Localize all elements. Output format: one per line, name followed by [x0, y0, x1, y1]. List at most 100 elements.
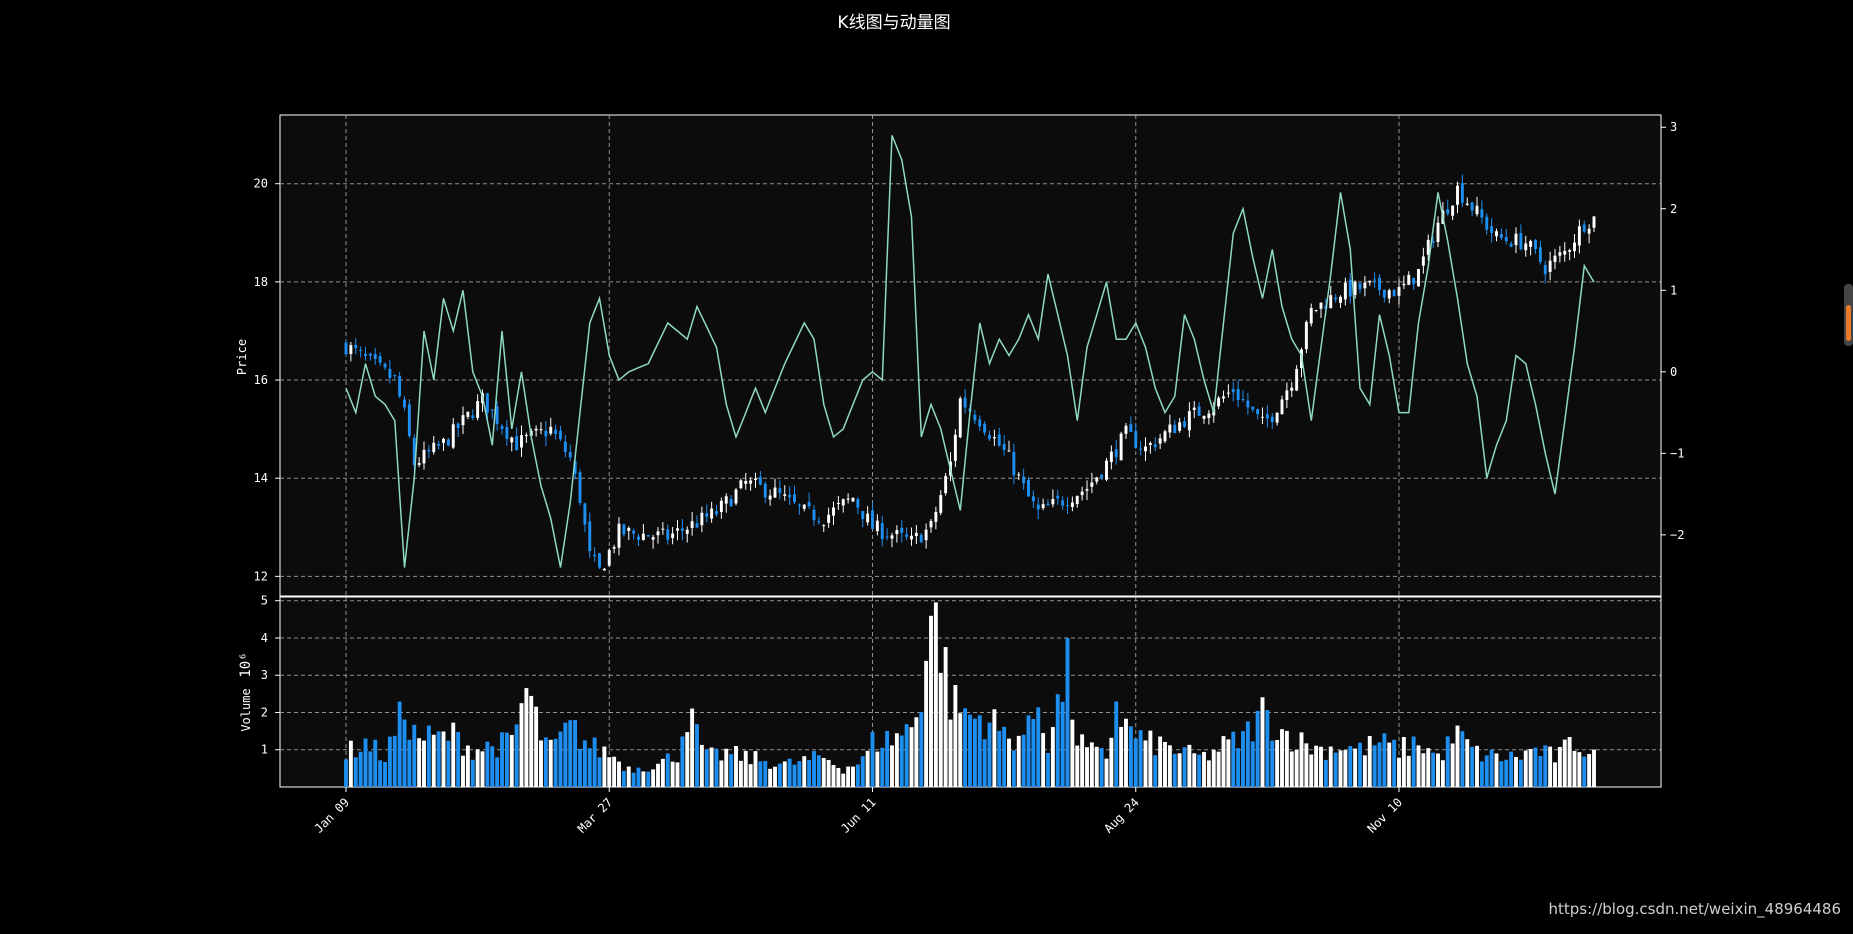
volume-bar [402, 719, 407, 787]
candle-body [778, 488, 782, 493]
grid-lines [280, 115, 1661, 787]
volume-bar [348, 740, 353, 787]
candle-body [1066, 504, 1069, 506]
candle-body [1573, 242, 1576, 252]
candle-body [827, 514, 831, 523]
volume-bar [1377, 742, 1382, 787]
candle-body [1095, 477, 1099, 482]
candle-body [1080, 491, 1084, 496]
candle-body [1577, 226, 1581, 246]
candle-body [1392, 290, 1396, 297]
volume-bar [1397, 757, 1401, 787]
volume-bar [534, 706, 539, 787]
candle-body [1295, 369, 1299, 391]
volume-bar [972, 718, 977, 787]
volume-bar [1484, 755, 1489, 787]
volume-bar [592, 737, 597, 787]
x-tick-label: Aug 24 [1101, 795, 1142, 836]
candle-body [632, 530, 636, 534]
candle-body [676, 528, 679, 531]
candle-body [739, 480, 743, 489]
volume-bar [846, 766, 851, 787]
volume-bar [748, 764, 753, 787]
momentum-line [345, 135, 1595, 568]
volume-bar [573, 720, 578, 787]
volume-bar [1421, 753, 1426, 787]
candle-body [373, 354, 377, 360]
candle-body [563, 441, 567, 453]
volume-bar [1109, 737, 1114, 787]
volume-bar [1392, 739, 1397, 787]
candle-body [685, 529, 689, 534]
candle-body [1275, 412, 1279, 423]
candle-body [1431, 240, 1435, 243]
volume-bar [651, 769, 656, 787]
volume-bar [407, 739, 412, 787]
candle-body [861, 511, 865, 519]
candle-body [1285, 390, 1289, 401]
candle-body [1148, 443, 1152, 445]
candle-body [1246, 400, 1250, 408]
volume-bar [461, 755, 465, 787]
candle-body [1134, 431, 1138, 449]
candle-body [890, 535, 894, 539]
volume-bar [797, 761, 802, 787]
price-tick-label: 18 [254, 275, 268, 289]
volume-bar [870, 731, 875, 787]
candle-body [978, 419, 982, 427]
volume-bar [768, 768, 773, 787]
candle-body [471, 415, 475, 418]
volume-bar [1450, 743, 1455, 787]
volume-bar [558, 731, 563, 787]
candle-body [744, 480, 748, 484]
candle-body [802, 504, 806, 509]
candle-body [1319, 302, 1323, 309]
volume-bar [529, 695, 534, 787]
volume-bar [699, 744, 704, 787]
candle-body [1031, 496, 1035, 502]
volume-bar [1572, 750, 1577, 787]
volume-bar [1314, 745, 1319, 787]
candle-body [1046, 503, 1050, 506]
volume-bar [539, 740, 543, 787]
volume-bar [1060, 701, 1065, 787]
candle-body [534, 428, 538, 431]
candle-body [485, 393, 489, 413]
volume-bar [958, 713, 963, 787]
volume-bar [792, 764, 797, 787]
candle-body [1309, 307, 1313, 324]
candle-body [1231, 389, 1235, 393]
volume-bar [500, 732, 504, 787]
volume-bar [1499, 761, 1504, 787]
volume-bar [1338, 750, 1343, 787]
candle-body [656, 531, 660, 536]
volume-bar [1163, 741, 1167, 787]
candle-body [871, 510, 874, 529]
candle-body [700, 512, 704, 526]
candle-body [715, 510, 718, 515]
volume-bar [1070, 719, 1075, 787]
candle-body [593, 554, 597, 557]
volume-bar [1533, 747, 1538, 787]
candle-body [1485, 216, 1489, 230]
volume-bar [568, 720, 573, 787]
volume-bar [1387, 742, 1392, 787]
scrollbar-thumb[interactable] [1846, 305, 1851, 341]
candle-body [1558, 252, 1562, 256]
candle-body [622, 524, 626, 535]
volume-bar [563, 722, 568, 787]
volume-bar [1007, 738, 1011, 787]
candle-body [695, 523, 699, 528]
volume-bar [899, 735, 904, 787]
candle-body [1421, 256, 1425, 266]
volume-bar [1211, 749, 1216, 787]
candle-body [417, 463, 421, 465]
volume-bar [1094, 746, 1099, 787]
candle-body [1495, 231, 1498, 237]
candle-body [583, 503, 587, 525]
candle-body [1070, 502, 1074, 508]
volume-bar [378, 760, 383, 787]
candle-body [846, 498, 850, 500]
volume-bar [1426, 748, 1431, 787]
candle-body [515, 436, 519, 451]
